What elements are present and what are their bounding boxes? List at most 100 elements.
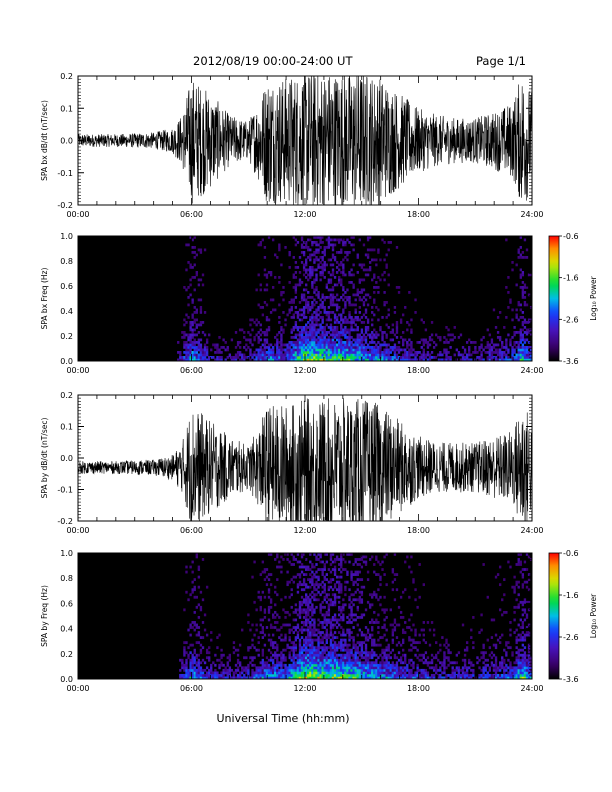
spectrogram-cell xyxy=(383,668,386,672)
spectrogram-cell xyxy=(498,356,502,359)
spectrogram-cell xyxy=(294,243,298,247)
spectrogram-cell xyxy=(302,573,306,576)
spectrogram-cell xyxy=(307,603,310,607)
spectrogram-cell xyxy=(286,623,289,627)
spectrogram-cell xyxy=(232,673,236,677)
spectrogram-cell xyxy=(271,298,275,302)
spectrogram-cell xyxy=(288,580,291,584)
spectrogram-cell xyxy=(342,298,345,302)
spectrogram-cell xyxy=(189,338,192,342)
spectrogram-cell xyxy=(319,343,322,347)
spectrogram-cell xyxy=(327,288,331,292)
spectrogram-cell xyxy=(298,353,302,357)
spectrogram-cell xyxy=(267,663,271,667)
spectrogram-cell xyxy=(468,353,471,357)
spectrogram-cell xyxy=(432,668,436,672)
spectrogram-cell xyxy=(381,356,384,359)
spectrogram-cell xyxy=(523,600,527,604)
spectrogram-cell xyxy=(236,356,240,359)
spectrogram-cell xyxy=(313,633,316,637)
spectrogram-cell xyxy=(329,673,333,677)
spectrogram-cell xyxy=(302,246,306,249)
spectrogram-cell xyxy=(296,633,300,637)
spectrogram-cell xyxy=(338,331,341,334)
spectrogram-cell xyxy=(521,256,525,259)
spectrogram-cell xyxy=(387,283,390,287)
spectrogram-cell xyxy=(352,351,355,354)
spectrogram-cell xyxy=(259,673,262,677)
spectrogram-cell xyxy=(331,616,335,619)
spectrogram-cell xyxy=(311,643,314,647)
spectrogram-cell xyxy=(335,671,339,675)
spectrogram-cell xyxy=(348,251,351,254)
spectrogram-cell xyxy=(352,643,355,647)
spectrogram-cell xyxy=(305,583,308,587)
spectrogram-cell xyxy=(356,663,359,667)
spectrogram-cell xyxy=(344,251,347,254)
spectrogram-cell xyxy=(404,351,407,354)
x-tick-label: 24:00 xyxy=(520,526,543,535)
spectrogram-cell xyxy=(274,585,277,589)
spectrogram-cell xyxy=(401,356,405,359)
spectrogram-cell xyxy=(404,658,407,662)
spectrogram-cell xyxy=(210,356,213,359)
spectrogram-cell xyxy=(373,291,376,294)
spectrogram-cell xyxy=(251,318,254,322)
spectrogram-cell xyxy=(294,336,298,339)
spectrogram-cell xyxy=(443,661,446,665)
spectrogram-cell xyxy=(338,281,341,284)
spectrogram-cell xyxy=(325,656,328,660)
spectrogram-cell xyxy=(327,618,331,622)
spectrogram-cell xyxy=(391,648,395,652)
spectrogram-cell xyxy=(195,323,198,327)
spectrogram-cell xyxy=(274,673,277,677)
spectrogram-cell xyxy=(290,328,293,332)
spectrogram-cell xyxy=(321,263,324,267)
spectrogram-cell xyxy=(354,570,357,574)
spectrogram-cell xyxy=(181,331,184,334)
spectrogram-cell xyxy=(325,676,328,679)
spectrogram-cell xyxy=(391,668,395,672)
spectrogram-cell xyxy=(199,643,203,647)
spectrogram-cell xyxy=(193,656,196,660)
spectrogram-cell xyxy=(492,666,496,670)
spectrogram-cell xyxy=(441,663,444,667)
spectrogram-cell xyxy=(302,638,306,642)
spectrogram-cell xyxy=(340,648,343,652)
spectrogram-cell xyxy=(216,358,219,361)
spectrogram-cell xyxy=(271,358,275,361)
spectrogram-cell xyxy=(340,583,343,587)
spectrogram-cell xyxy=(375,593,378,597)
spectrogram-cell xyxy=(368,236,372,239)
spectrogram-cell xyxy=(317,308,320,312)
spectrogram-cell xyxy=(317,643,320,647)
spectrogram-cell xyxy=(498,668,502,672)
spectrogram-cell xyxy=(319,338,322,342)
spectrogram-cell xyxy=(238,663,242,667)
spectrogram-cell xyxy=(352,263,355,267)
spectrogram-cell xyxy=(387,648,390,652)
spectrogram-cell xyxy=(296,560,300,564)
spectrogram-cell xyxy=(383,331,386,334)
spectrogram-cell xyxy=(302,348,306,352)
spectrogram-cell xyxy=(280,676,283,679)
spectrogram-cell xyxy=(269,643,273,647)
spectrogram-cell xyxy=(375,673,378,677)
spectrogram-cell xyxy=(317,646,320,650)
spectrogram-cell xyxy=(362,673,366,677)
spectrogram-cell xyxy=(333,636,337,639)
spectrogram-cell xyxy=(271,663,275,667)
spectrogram-cell xyxy=(418,641,421,645)
spectrogram-cell xyxy=(265,568,269,571)
spectrogram-cell xyxy=(307,658,310,662)
spectrogram-cell xyxy=(187,346,190,349)
spectrogram-cell xyxy=(282,653,285,657)
spectrogram-cell xyxy=(276,565,279,569)
spectrogram-cell xyxy=(292,575,295,579)
spectrogram-cell xyxy=(404,676,407,679)
y-tick-label: -0.2 xyxy=(57,517,73,526)
spectrogram-cell xyxy=(476,656,479,660)
spectrogram-cell xyxy=(323,266,326,269)
spectrogram-cell xyxy=(325,600,328,604)
spectrogram-cell xyxy=(311,668,314,672)
